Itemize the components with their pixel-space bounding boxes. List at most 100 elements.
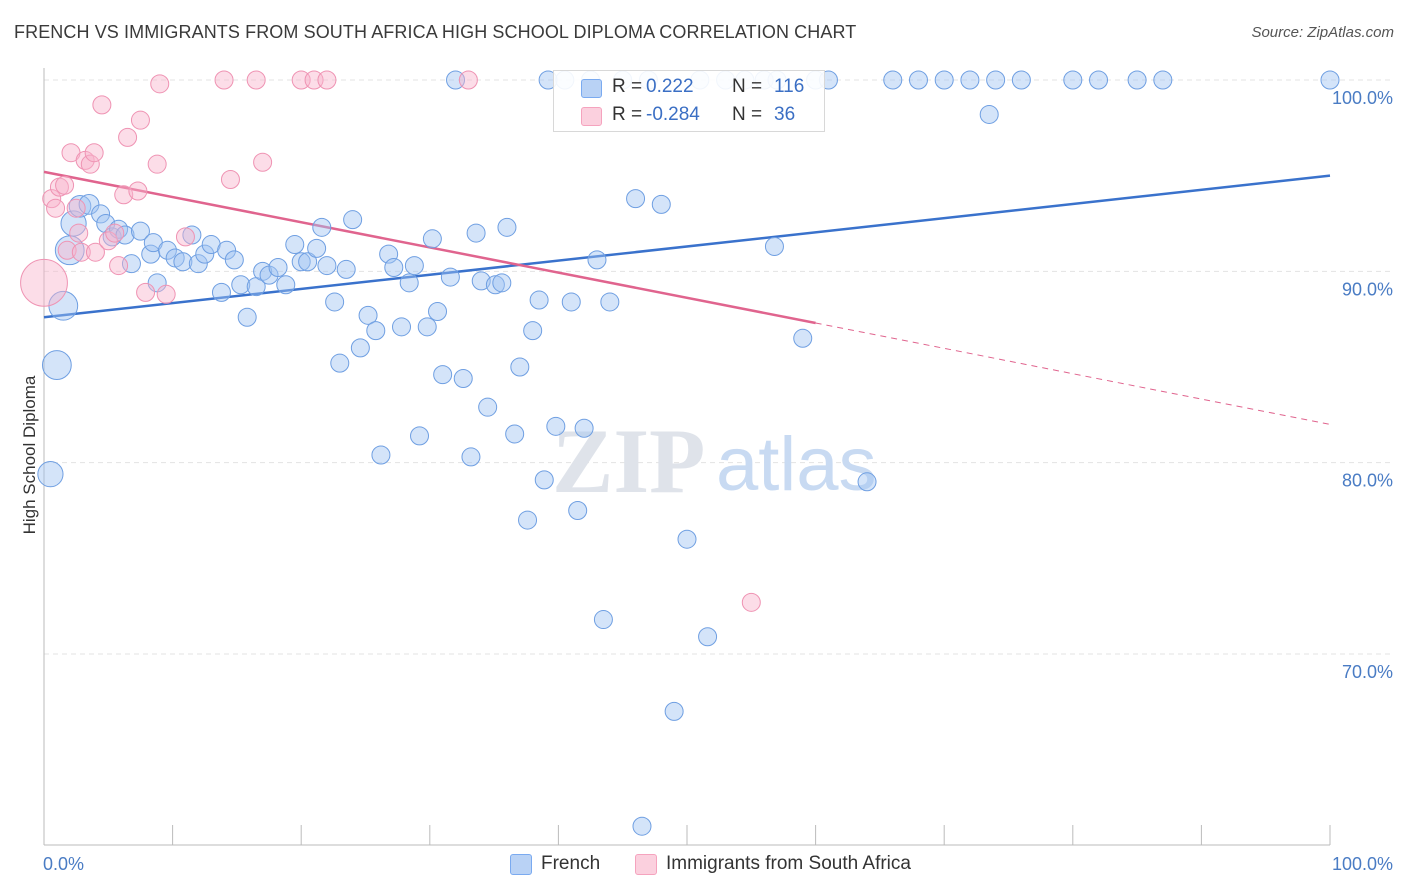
immigrants-point bbox=[214, 70, 234, 90]
immigrants-point bbox=[128, 181, 148, 201]
french-point bbox=[404, 256, 424, 276]
french-point bbox=[677, 529, 697, 549]
french-point bbox=[157, 240, 177, 260]
x-tick-label: 0.0% bbox=[43, 854, 84, 874]
french-point bbox=[224, 250, 244, 270]
y-tick-label: 100.0% bbox=[1332, 88, 1393, 108]
french-point bbox=[529, 290, 549, 310]
french-point bbox=[587, 250, 607, 270]
french-point bbox=[510, 357, 530, 377]
immigrants-point bbox=[741, 592, 761, 612]
french-point bbox=[518, 510, 538, 530]
french-point bbox=[330, 353, 350, 373]
french-point bbox=[91, 204, 111, 224]
french-point bbox=[195, 244, 215, 264]
french-point bbox=[664, 701, 684, 721]
immigrants-point bbox=[84, 143, 104, 163]
immigrants-point bbox=[458, 70, 478, 90]
french-point bbox=[417, 317, 437, 337]
french-point bbox=[307, 238, 327, 258]
french-point bbox=[317, 256, 337, 276]
immigrants-point bbox=[246, 70, 266, 90]
immigrants-r-value: -0.284 bbox=[646, 104, 700, 125]
legend-row-french: R = 0.222 N = 116 bbox=[554, 73, 824, 101]
immigrants-legend-swatch bbox=[635, 854, 657, 875]
french-point bbox=[173, 252, 193, 272]
french-point bbox=[505, 424, 525, 444]
french-point bbox=[626, 189, 646, 209]
french-point bbox=[231, 275, 251, 295]
french-r-value: 0.222 bbox=[646, 76, 694, 97]
french-point bbox=[237, 307, 257, 327]
immigrants-point bbox=[71, 242, 91, 262]
immigrants-point bbox=[57, 240, 77, 260]
french-point bbox=[857, 472, 877, 492]
french-point bbox=[764, 236, 784, 256]
french-point bbox=[546, 416, 566, 436]
immigrants-point bbox=[55, 175, 75, 195]
r-label: R = bbox=[612, 76, 643, 97]
y-tick-label: 70.0% bbox=[1342, 662, 1393, 682]
immigrants-point bbox=[114, 185, 134, 205]
french-point bbox=[960, 70, 980, 90]
french-point bbox=[78, 193, 100, 215]
french-point bbox=[422, 229, 442, 249]
french-point bbox=[298, 252, 318, 272]
french-point bbox=[1153, 70, 1173, 90]
french-point bbox=[336, 259, 356, 279]
immigrants-point bbox=[156, 284, 176, 304]
french-point bbox=[325, 292, 345, 312]
french-point bbox=[574, 418, 594, 438]
french-point bbox=[1089, 70, 1109, 90]
french-point bbox=[41, 350, 72, 380]
french-point bbox=[534, 470, 554, 490]
immigrants-point bbox=[147, 154, 167, 174]
french-point bbox=[1127, 70, 1147, 90]
french-point bbox=[471, 271, 491, 291]
r-label: R = bbox=[612, 104, 643, 125]
french-point bbox=[312, 217, 332, 237]
french-point bbox=[366, 321, 386, 341]
legend-row-immigrants: R = -0.284 N = 36 bbox=[554, 101, 824, 129]
french-point bbox=[358, 305, 378, 325]
watermark-zip: ZIP bbox=[552, 410, 705, 512]
french-point bbox=[986, 70, 1006, 90]
french-point bbox=[440, 267, 460, 287]
french-point bbox=[934, 70, 954, 90]
gridlines bbox=[44, 79, 1390, 655]
french-point bbox=[883, 70, 903, 90]
french-point bbox=[428, 302, 448, 322]
french-point bbox=[568, 501, 588, 520]
french-point bbox=[600, 292, 620, 312]
immigrants-legend-label: Immigrants from South Africa bbox=[666, 853, 911, 874]
immigrants-point bbox=[150, 74, 170, 94]
french-point bbox=[371, 445, 391, 465]
chart-title: FRENCH VS IMMIGRANTS FROM SOUTH AFRICA H… bbox=[14, 22, 857, 42]
french-trend-line bbox=[43, 174, 1331, 319]
french-point bbox=[1320, 70, 1340, 90]
immigrants-point bbox=[46, 198, 66, 218]
french-point bbox=[433, 365, 453, 385]
immigrants-point bbox=[175, 227, 195, 247]
french-point bbox=[523, 321, 543, 341]
french-point bbox=[37, 461, 64, 488]
french-point bbox=[698, 627, 718, 647]
axes bbox=[43, 68, 1331, 846]
immigrants-point bbox=[136, 282, 156, 302]
source-label: Source: ZipAtlas.com bbox=[1251, 24, 1394, 41]
correlation-legend: R = 0.222 N = 116 R = -0.284 N = 36 bbox=[553, 70, 825, 132]
immigrants-point bbox=[253, 152, 273, 172]
immigrants-point bbox=[80, 154, 100, 174]
french-point bbox=[632, 816, 652, 836]
french-point bbox=[593, 610, 613, 630]
trend-lines bbox=[43, 170, 1331, 425]
french-point bbox=[268, 258, 288, 278]
immigrants-point bbox=[92, 95, 112, 115]
french-point bbox=[211, 282, 231, 302]
immigrants-point bbox=[20, 258, 68, 307]
immigrants-point bbox=[98, 231, 118, 251]
french-point bbox=[384, 258, 404, 278]
french-point bbox=[182, 225, 202, 245]
french-point bbox=[188, 254, 208, 274]
